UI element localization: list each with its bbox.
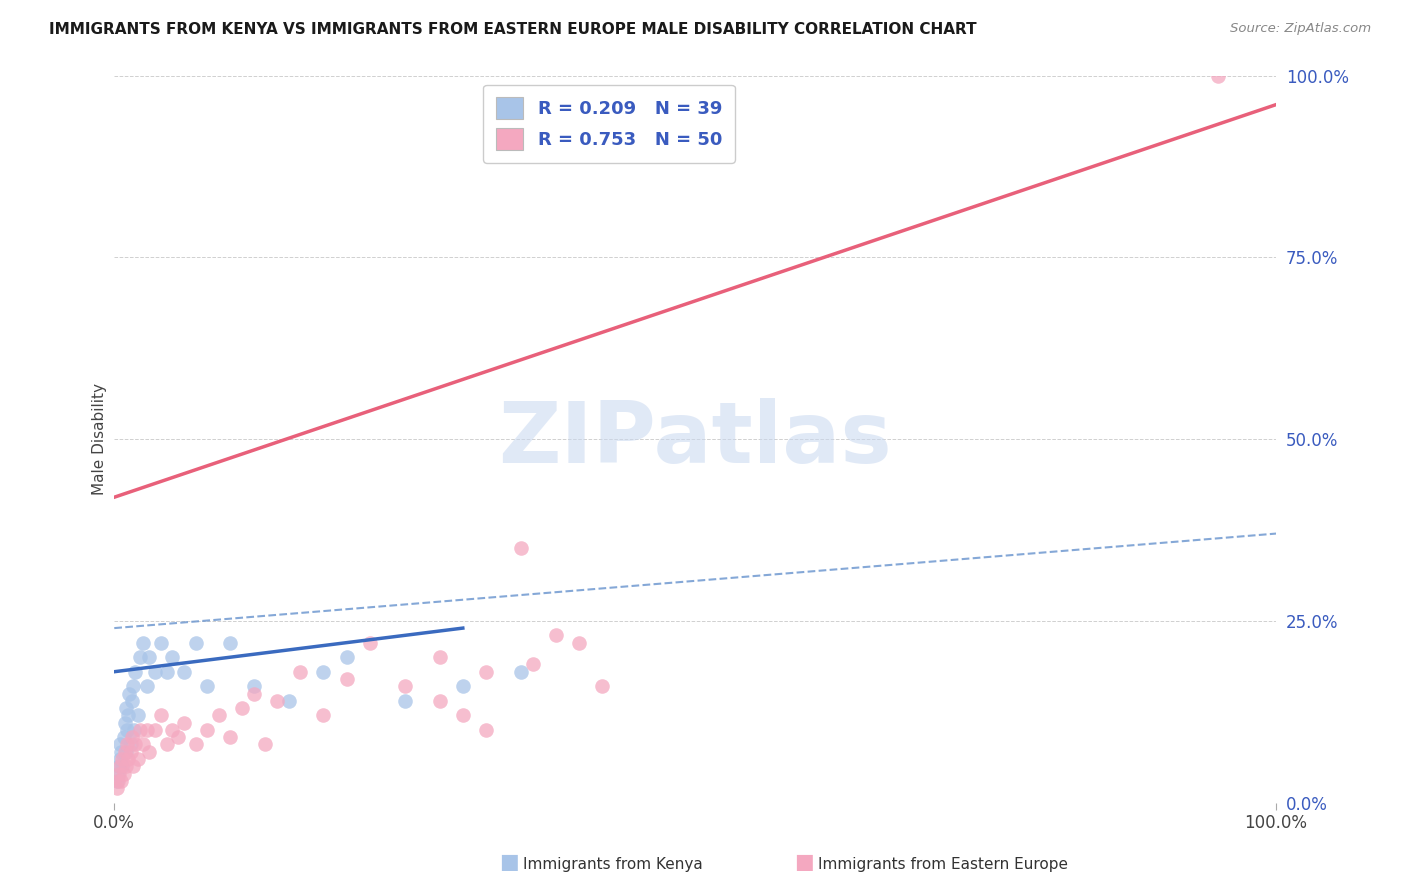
Point <box>429 694 451 708</box>
Point <box>149 635 172 649</box>
Text: ZIPatlas: ZIPatlas <box>498 398 891 481</box>
Point <box>184 738 207 752</box>
Point <box>115 759 138 773</box>
Point <box>184 635 207 649</box>
Point <box>242 687 264 701</box>
Point <box>475 665 498 679</box>
Point <box>122 723 145 737</box>
Point <box>195 723 218 737</box>
Point <box>132 635 155 649</box>
Point <box>242 679 264 693</box>
Point <box>219 635 242 649</box>
Point <box>451 708 474 723</box>
Point <box>115 738 138 752</box>
Point <box>115 701 138 715</box>
Point <box>132 738 155 752</box>
Point <box>108 759 131 773</box>
Point <box>162 723 184 737</box>
Point <box>110 773 132 788</box>
Point <box>108 752 131 766</box>
Point <box>149 708 172 723</box>
Point <box>173 665 195 679</box>
Point <box>138 650 160 665</box>
Text: Immigrants from Kenya: Immigrants from Kenya <box>523 857 703 872</box>
Point <box>254 738 277 752</box>
Text: Immigrants from Eastern Europe: Immigrants from Eastern Europe <box>818 857 1069 872</box>
Point <box>114 715 136 730</box>
Point <box>1206 69 1229 83</box>
Point <box>591 679 613 693</box>
Point <box>394 679 416 693</box>
Text: ■: ■ <box>499 853 519 872</box>
Point <box>231 701 253 715</box>
Point <box>110 745 132 759</box>
Y-axis label: Male Disability: Male Disability <box>93 383 107 495</box>
Point <box>112 766 135 780</box>
Point <box>105 773 128 788</box>
Point <box>121 759 143 773</box>
Point <box>124 738 146 752</box>
Point <box>429 650 451 665</box>
Point <box>288 665 311 679</box>
Point <box>112 730 135 744</box>
Point <box>128 650 150 665</box>
Point <box>115 745 138 759</box>
Point <box>108 738 131 752</box>
Point <box>143 665 166 679</box>
Point <box>509 541 531 555</box>
Point <box>120 745 142 759</box>
Point <box>312 665 335 679</box>
Text: Source: ZipAtlas.com: Source: ZipAtlas.com <box>1230 22 1371 36</box>
Point <box>117 708 139 723</box>
Point <box>128 723 150 737</box>
Point <box>451 679 474 693</box>
Point <box>336 650 359 665</box>
Point <box>117 752 139 766</box>
Point <box>120 738 142 752</box>
Point <box>107 766 129 780</box>
Point <box>114 745 136 759</box>
Point <box>138 745 160 759</box>
Point <box>394 694 416 708</box>
Text: IMMIGRANTS FROM KENYA VS IMMIGRANTS FROM EASTERN EUROPE MALE DISABILITY CORRELAT: IMMIGRANTS FROM KENYA VS IMMIGRANTS FROM… <box>49 22 977 37</box>
Point <box>108 759 131 773</box>
Point <box>219 730 242 744</box>
Point <box>167 730 190 744</box>
Point <box>162 650 184 665</box>
Point <box>105 780 128 795</box>
Point <box>336 672 359 686</box>
Legend: R = 0.209   N = 39, R = 0.753   N = 50: R = 0.209 N = 39, R = 0.753 N = 50 <box>484 85 735 163</box>
Point <box>121 730 143 744</box>
Point <box>124 665 146 679</box>
Point <box>359 635 381 649</box>
Text: ■: ■ <box>794 853 814 872</box>
Point <box>155 665 177 679</box>
Point <box>108 766 131 780</box>
Point <box>118 687 141 701</box>
Point <box>266 694 288 708</box>
Point <box>143 723 166 737</box>
Point <box>115 723 138 737</box>
Point <box>121 679 143 693</box>
Point <box>475 723 498 737</box>
Point <box>173 715 195 730</box>
Point <box>522 657 544 672</box>
Point <box>127 708 149 723</box>
Point <box>568 635 591 649</box>
Point <box>107 773 129 788</box>
Point <box>111 759 134 773</box>
Point <box>509 665 531 679</box>
Point <box>135 679 157 693</box>
Point <box>135 723 157 737</box>
Point <box>111 752 134 766</box>
Point <box>312 708 335 723</box>
Point <box>155 738 177 752</box>
Point <box>277 694 299 708</box>
Point <box>121 694 143 708</box>
Point <box>544 628 567 642</box>
Point <box>195 679 218 693</box>
Point <box>127 752 149 766</box>
Point <box>208 708 231 723</box>
